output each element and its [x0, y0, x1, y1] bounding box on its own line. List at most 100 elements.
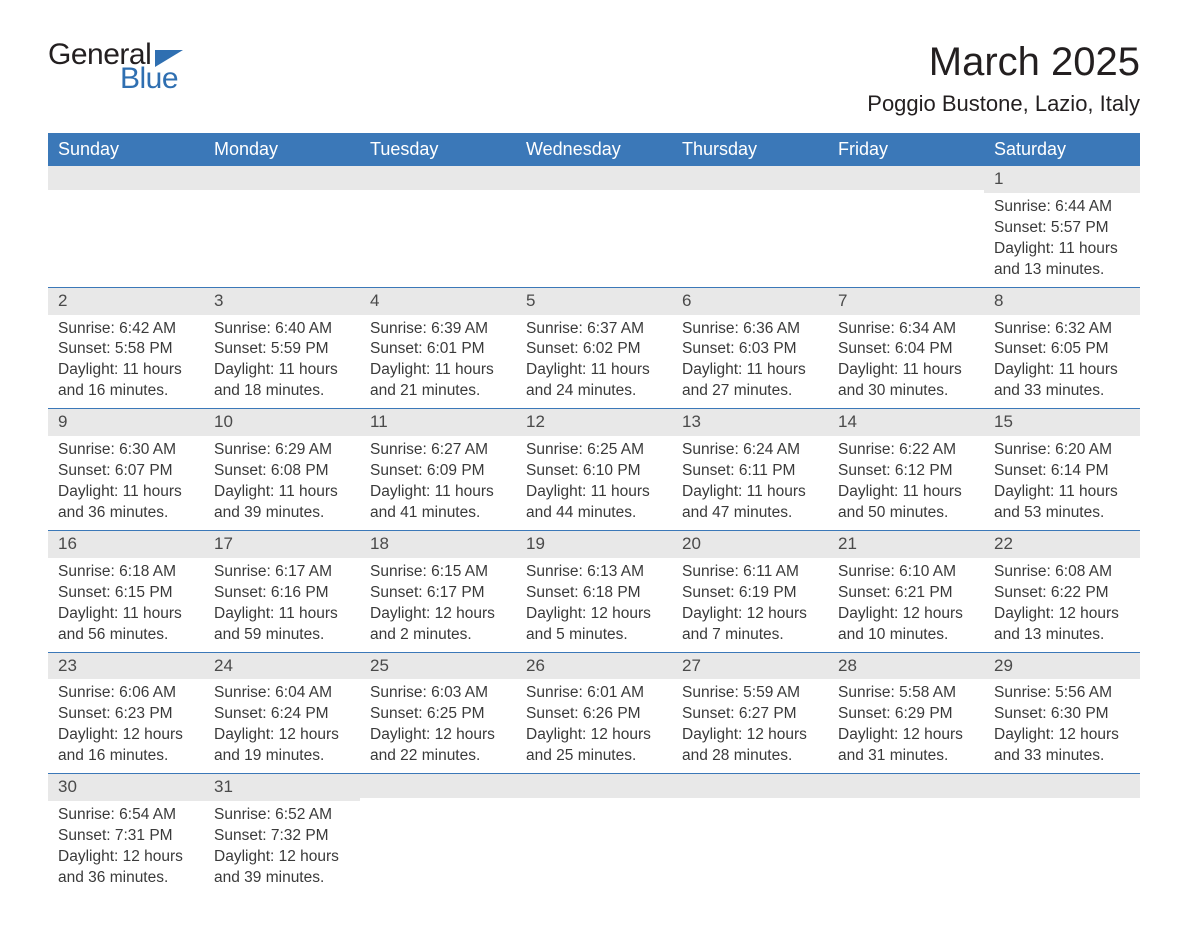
day-body: Sunrise: 6:20 AMSunset: 6:14 PMDaylight:… — [984, 436, 1140, 530]
sunrise-line: Sunrise: 6:10 AM — [838, 562, 974, 583]
calendar-cell: 4Sunrise: 6:39 AMSunset: 6:01 PMDaylight… — [360, 288, 516, 409]
sunrise-line: Sunrise: 6:29 AM — [214, 440, 350, 461]
day-body: Sunrise: 5:58 AMSunset: 6:29 PMDaylight:… — [828, 679, 984, 773]
day-body — [516, 190, 672, 200]
sunset-line: Sunset: 6:14 PM — [994, 461, 1130, 482]
sunrise-line: Sunrise: 6:54 AM — [58, 805, 194, 826]
day-body: Sunrise: 6:36 AMSunset: 6:03 PMDaylight:… — [672, 315, 828, 409]
calendar-cell: 29Sunrise: 5:56 AMSunset: 6:30 PMDayligh… — [984, 653, 1140, 774]
sunrise-line: Sunrise: 6:08 AM — [994, 562, 1130, 583]
day-number: 9 — [48, 409, 204, 436]
sunset-line: Sunset: 6:30 PM — [994, 704, 1130, 725]
page-subtitle: Poggio Bustone, Lazio, Italy — [867, 91, 1140, 117]
page-title: March 2025 — [867, 40, 1140, 85]
day-body: Sunrise: 6:44 AMSunset: 5:57 PMDaylight:… — [984, 193, 1140, 287]
day-number: 6 — [672, 288, 828, 315]
daylight-line: Daylight: 11 hours and 41 minutes. — [370, 482, 506, 524]
calendar-week: 16Sunrise: 6:18 AMSunset: 6:15 PMDayligh… — [48, 531, 1140, 653]
sunset-line: Sunset: 6:07 PM — [58, 461, 194, 482]
day-body: Sunrise: 6:29 AMSunset: 6:08 PMDaylight:… — [204, 436, 360, 530]
daylight-line: Daylight: 12 hours and 7 minutes. — [682, 604, 818, 646]
logo: General Blue — [48, 40, 183, 94]
day-number: 24 — [204, 653, 360, 680]
calendar-cell: 17Sunrise: 6:17 AMSunset: 6:16 PMDayligh… — [204, 531, 360, 652]
sunset-line: Sunset: 6:25 PM — [370, 704, 506, 725]
sunset-line: Sunset: 6:01 PM — [370, 339, 506, 360]
sunrise-line: Sunrise: 6:44 AM — [994, 197, 1130, 218]
calendar-cell: 12Sunrise: 6:25 AMSunset: 6:10 PMDayligh… — [516, 409, 672, 530]
daylight-line: Daylight: 12 hours and 28 minutes. — [682, 725, 818, 767]
daylight-line: Daylight: 12 hours and 36 minutes. — [58, 847, 194, 889]
calendar-cell: 8Sunrise: 6:32 AMSunset: 6:05 PMDaylight… — [984, 288, 1140, 409]
daylight-line: Daylight: 11 hours and 27 minutes. — [682, 360, 818, 402]
day-body: Sunrise: 6:08 AMSunset: 6:22 PMDaylight:… — [984, 558, 1140, 652]
dayhead-thursday: Thursday — [672, 133, 828, 166]
day-number: 15 — [984, 409, 1140, 436]
day-number: 28 — [828, 653, 984, 680]
calendar-cell: 25Sunrise: 6:03 AMSunset: 6:25 PMDayligh… — [360, 653, 516, 774]
dayhead-tuesday: Tuesday — [360, 133, 516, 166]
sunset-line: Sunset: 5:57 PM — [994, 218, 1130, 239]
calendar-cell — [516, 774, 672, 895]
day-number — [48, 166, 204, 190]
sunset-line: Sunset: 6:23 PM — [58, 704, 194, 725]
sunrise-line: Sunrise: 6:37 AM — [526, 319, 662, 340]
calendar-cell — [828, 166, 984, 287]
calendar-cell: 10Sunrise: 6:29 AMSunset: 6:08 PMDayligh… — [204, 409, 360, 530]
day-body: Sunrise: 6:39 AMSunset: 6:01 PMDaylight:… — [360, 315, 516, 409]
sunset-line: Sunset: 6:24 PM — [214, 704, 350, 725]
day-number: 16 — [48, 531, 204, 558]
sunrise-line: Sunrise: 6:40 AM — [214, 319, 350, 340]
day-body: Sunrise: 6:52 AMSunset: 7:32 PMDaylight:… — [204, 801, 360, 895]
day-body: Sunrise: 6:32 AMSunset: 6:05 PMDaylight:… — [984, 315, 1140, 409]
sunset-line: Sunset: 6:18 PM — [526, 583, 662, 604]
day-body: Sunrise: 6:25 AMSunset: 6:10 PMDaylight:… — [516, 436, 672, 530]
daylight-line: Daylight: 11 hours and 30 minutes. — [838, 360, 974, 402]
day-number — [360, 774, 516, 798]
calendar-cell: 20Sunrise: 6:11 AMSunset: 6:19 PMDayligh… — [672, 531, 828, 652]
calendar-cell: 6Sunrise: 6:36 AMSunset: 6:03 PMDaylight… — [672, 288, 828, 409]
daylight-line: Daylight: 11 hours and 33 minutes. — [994, 360, 1130, 402]
logo-flag-icon — [155, 50, 183, 67]
calendar-week: 2Sunrise: 6:42 AMSunset: 5:58 PMDaylight… — [48, 288, 1140, 410]
sunrise-line: Sunrise: 6:25 AM — [526, 440, 662, 461]
day-body: Sunrise: 6:10 AMSunset: 6:21 PMDaylight:… — [828, 558, 984, 652]
day-number: 30 — [48, 774, 204, 801]
day-body: Sunrise: 6:37 AMSunset: 6:02 PMDaylight:… — [516, 315, 672, 409]
calendar-cell: 5Sunrise: 6:37 AMSunset: 6:02 PMDaylight… — [516, 288, 672, 409]
calendar-cell: 31Sunrise: 6:52 AMSunset: 7:32 PMDayligh… — [204, 774, 360, 895]
sunset-line: Sunset: 5:59 PM — [214, 339, 350, 360]
calendar-cell: 2Sunrise: 6:42 AMSunset: 5:58 PMDaylight… — [48, 288, 204, 409]
calendar-cell — [672, 774, 828, 895]
dayhead-monday: Monday — [204, 133, 360, 166]
sunrise-line: Sunrise: 6:27 AM — [370, 440, 506, 461]
calendar-cell: 3Sunrise: 6:40 AMSunset: 5:59 PMDaylight… — [204, 288, 360, 409]
day-body: Sunrise: 6:42 AMSunset: 5:58 PMDaylight:… — [48, 315, 204, 409]
day-number: 18 — [360, 531, 516, 558]
day-body: Sunrise: 6:40 AMSunset: 5:59 PMDaylight:… — [204, 315, 360, 409]
calendar-week: 23Sunrise: 6:06 AMSunset: 6:23 PMDayligh… — [48, 653, 1140, 775]
calendar-cell: 19Sunrise: 6:13 AMSunset: 6:18 PMDayligh… — [516, 531, 672, 652]
day-number — [360, 166, 516, 190]
day-body — [516, 798, 672, 808]
day-number: 4 — [360, 288, 516, 315]
sunrise-line: Sunrise: 6:13 AM — [526, 562, 662, 583]
calendar-cell: 24Sunrise: 6:04 AMSunset: 6:24 PMDayligh… — [204, 653, 360, 774]
calendar-week: 9Sunrise: 6:30 AMSunset: 6:07 PMDaylight… — [48, 409, 1140, 531]
day-number: 3 — [204, 288, 360, 315]
daylight-line: Daylight: 12 hours and 25 minutes. — [526, 725, 662, 767]
calendar-cell — [516, 166, 672, 287]
calendar-cell: 14Sunrise: 6:22 AMSunset: 6:12 PMDayligh… — [828, 409, 984, 530]
calendar-cell: 23Sunrise: 6:06 AMSunset: 6:23 PMDayligh… — [48, 653, 204, 774]
sunrise-line: Sunrise: 5:56 AM — [994, 683, 1130, 704]
daylight-line: Daylight: 11 hours and 56 minutes. — [58, 604, 194, 646]
day-number: 1 — [984, 166, 1140, 193]
sunrise-line: Sunrise: 6:36 AM — [682, 319, 818, 340]
day-body: Sunrise: 6:06 AMSunset: 6:23 PMDaylight:… — [48, 679, 204, 773]
daylight-line: Daylight: 11 hours and 18 minutes. — [214, 360, 350, 402]
title-block: March 2025 Poggio Bustone, Lazio, Italy — [867, 40, 1140, 117]
day-body — [672, 798, 828, 808]
sunset-line: Sunset: 5:58 PM — [58, 339, 194, 360]
calendar-cell: 9Sunrise: 6:30 AMSunset: 6:07 PMDaylight… — [48, 409, 204, 530]
day-body — [672, 190, 828, 200]
